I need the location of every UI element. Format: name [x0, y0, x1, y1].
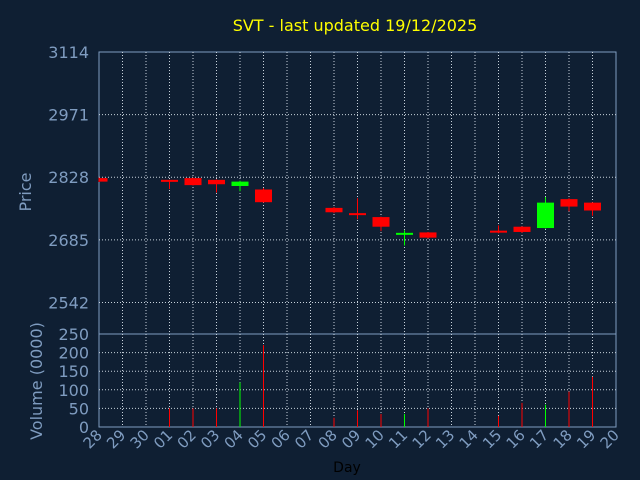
- price-axis-label: Price: [16, 172, 35, 211]
- chart-title: SVT - last updated 19/12/2025: [233, 16, 478, 35]
- volume-tick-label: 100: [58, 381, 89, 400]
- volume-tick-label: 250: [58, 325, 89, 344]
- price-tick-label: 2828: [48, 168, 89, 187]
- candle-body: [255, 189, 272, 203]
- candle-body: [396, 232, 413, 235]
- candle-body: [490, 230, 507, 233]
- volume-tick-label: 50: [69, 399, 89, 418]
- candle-body: [513, 226, 531, 232]
- candle-body: [537, 202, 554, 229]
- volume-axis-label: Volume (0000): [27, 322, 46, 440]
- candle-body: [231, 181, 249, 186]
- candle-body: [419, 232, 437, 238]
- volume-tick-label: 200: [58, 344, 89, 363]
- candle-body: [208, 179, 225, 185]
- x-axis-label: Day: [333, 460, 361, 476]
- volume-tick-label: 150: [58, 362, 89, 381]
- x-tick-labels: 2829300102030405060708091011121314151617…: [80, 426, 623, 452]
- candle-body: [560, 199, 578, 207]
- candle-body: [372, 217, 390, 227]
- candle-body: [584, 202, 601, 211]
- volume-tick-label: 0: [79, 418, 89, 437]
- price-tick-label: 2685: [48, 231, 89, 250]
- candle-body: [184, 178, 202, 186]
- candle-body: [325, 207, 343, 213]
- price-tick-label: 2542: [48, 293, 89, 312]
- candle-body: [349, 213, 366, 216]
- candle-body: [99, 178, 108, 182]
- price-panel: 3114 2971 2828 2685 2542: [48, 43, 617, 335]
- price-tick-label: 3114: [48, 43, 89, 62]
- price-tick-label: 2971: [48, 106, 89, 125]
- candle-body: [161, 179, 178, 182]
